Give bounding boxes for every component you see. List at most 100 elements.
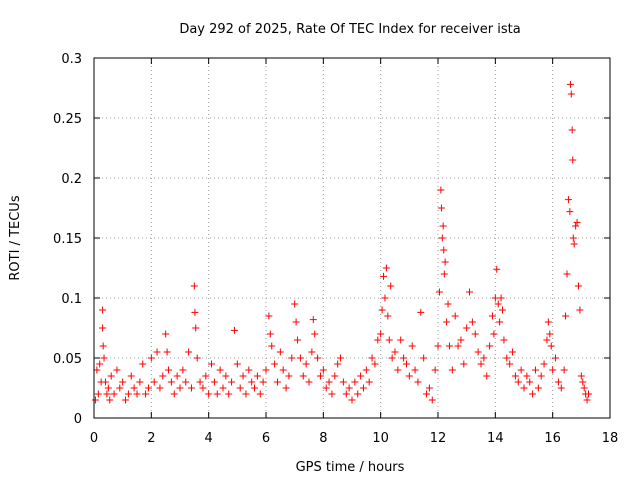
data-point [309,316,317,324]
data-point [490,330,498,338]
data-point [388,354,396,362]
data-point [444,300,452,308]
data-point [437,186,445,194]
data-point [534,384,542,392]
data-point [448,366,456,374]
data-point [196,378,204,386]
data-point [381,294,389,302]
data-point [147,354,155,362]
data-point [236,384,244,392]
data-point [130,384,138,392]
data-point [391,348,399,356]
data-point [564,196,572,204]
data-point [411,366,419,374]
data-point [162,330,170,338]
data-point [99,342,107,350]
data-point [405,372,413,380]
x-tick-label: 18 [602,431,619,446]
data-point [192,324,200,332]
data-point [572,222,580,230]
data-point [242,390,250,398]
data-point [494,300,502,308]
data-point [233,360,241,368]
data-point [142,390,150,398]
data-point [580,384,588,392]
chart-title: Day 292 of 2025, Rate Of TEC Index for r… [179,22,520,37]
data-point [500,336,508,344]
data-point [371,360,379,368]
data-point [96,360,104,368]
data-point [438,234,446,242]
x-axis-label: GPS time / hours [296,460,405,475]
data-point [425,384,433,392]
data-point [273,378,281,386]
data-point [110,390,118,398]
data-point [208,360,216,368]
data-point [402,360,410,368]
data-point [190,282,198,290]
data-point [259,378,267,386]
data-point [531,366,539,374]
y-tick-label: 0.3 [61,52,82,67]
data-point [544,318,552,326]
x-tick-label: 8 [319,431,327,446]
data-point [173,372,181,380]
data-point [488,312,496,320]
data-point [294,336,302,344]
data-point [159,372,167,380]
data-point [394,366,402,374]
data-point [378,306,386,314]
data-point [439,222,447,230]
data-point [499,306,506,314]
data-point [468,318,476,326]
data-point [116,384,124,392]
data-point [322,384,330,392]
data-point [382,264,390,272]
data-point [384,312,392,320]
data-point [262,366,270,374]
data-point [99,306,107,314]
data-point [302,360,310,368]
data-point [549,366,557,374]
data-point [563,270,571,278]
data-point [365,378,373,386]
data-point [547,342,555,350]
data-point [397,336,405,344]
data-point [557,384,565,392]
data-point [308,348,316,356]
data-point [523,372,531,380]
data-point [526,378,534,386]
data-point [496,318,504,326]
data-point [560,366,568,374]
data-point [506,360,514,368]
data-point [205,390,213,398]
data-point [93,366,101,374]
data-point [113,366,121,374]
data-point [139,360,147,368]
data-point [103,390,111,398]
data-point [325,378,333,386]
data-point [101,378,109,386]
y-axis-label: ROTI / TECUs [8,195,23,280]
data-point [133,390,141,398]
data-point [153,348,161,356]
data-point [185,348,193,356]
data-point [537,372,545,380]
data-point [106,396,114,404]
data-point [213,390,221,398]
data-point [566,80,574,88]
data-point [176,384,184,392]
data-point [579,378,587,386]
data-point [357,372,365,380]
data-point [292,318,300,326]
data-point [359,384,367,392]
data-point [483,372,491,380]
data-point [583,396,591,404]
x-tick-label: 14 [487,431,504,446]
data-point [328,390,336,398]
data-point [454,342,462,350]
data-point [316,372,324,380]
data-point [163,348,171,356]
